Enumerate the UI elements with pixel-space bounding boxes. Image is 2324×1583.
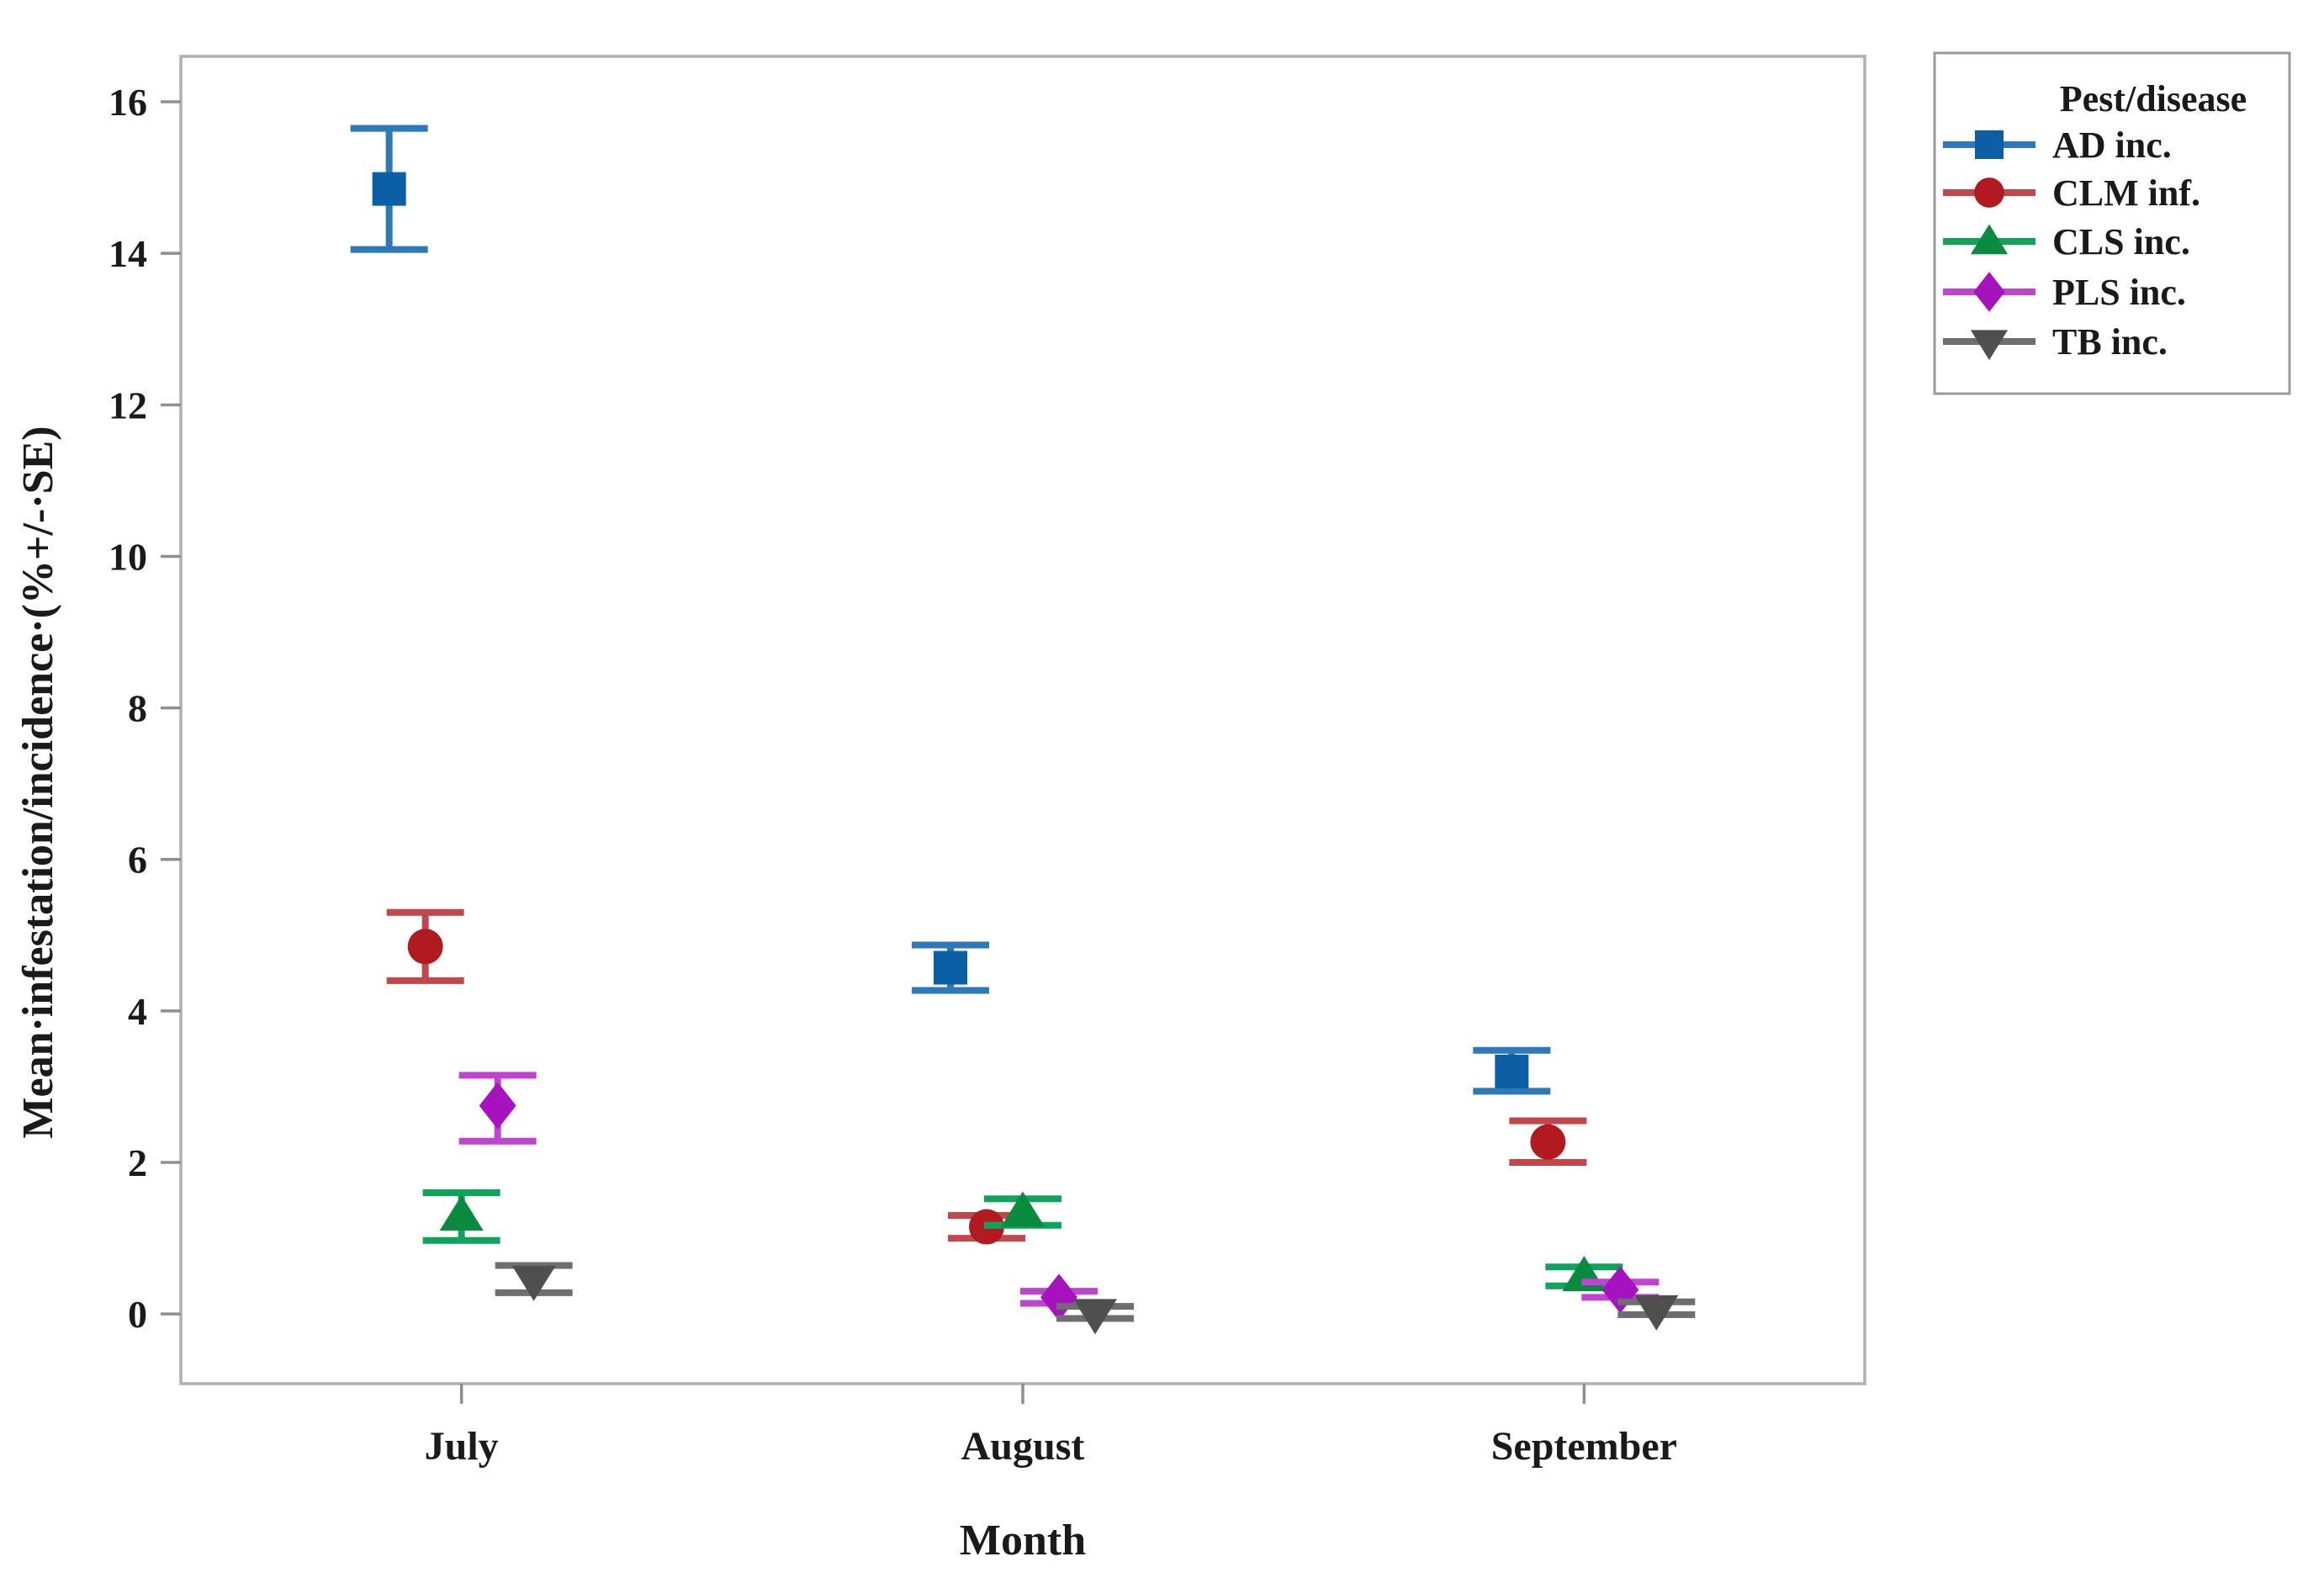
y-tick-label: 12 [109, 384, 147, 426]
x-tick-label: August [961, 1424, 1085, 1469]
series-ad-inc- [350, 124, 1551, 1095]
triangle-up-marker [1970, 224, 2009, 255]
legend: Pest/disease AD inc. CLM inf. CLS inc. PLS i… [1933, 51, 2291, 395]
legend-label: CLM inf. [2052, 172, 2200, 214]
y-tick-label: 4 [128, 990, 147, 1033]
square-marker [372, 172, 406, 206]
legend-entry-clm-inf-: CLM inf. [1943, 172, 2200, 214]
legend-entry-pls-inc-: PLS inc. [1943, 272, 2186, 313]
series-tb-inc- [495, 1262, 1696, 1335]
square-marker [1495, 1054, 1529, 1088]
legend-label: TB inc. [2052, 321, 2168, 363]
legend-label: CLS inc. [2052, 221, 2190, 262]
plot-frame [179, 55, 1866, 1385]
legend-label: AD inc. [2052, 124, 2172, 166]
y-tick-label: 2 [128, 1141, 147, 1184]
triangle-up-marker [1001, 1191, 1045, 1227]
triangle-down-marker [1073, 1299, 1117, 1335]
legend-entry-tb-inc-: TB inc. [1943, 321, 2168, 363]
triangle-down-marker [1970, 330, 2009, 361]
diamond-marker [1040, 1273, 1077, 1321]
x-axis-title: Month [960, 1517, 1086, 1564]
plot-area: 0 2 4 6 8 10 12 14 16 July August September [109, 55, 1866, 1469]
series-clm-inf- [386, 908, 1587, 1245]
diamond-marker [1973, 272, 2005, 312]
legend-label: PLS inc. [2052, 272, 2186, 313]
square-marker [1975, 130, 2004, 159]
y-tick-label: 8 [128, 687, 147, 730]
y-tick-label: 14 [109, 232, 147, 275]
triangle-up-marker [1562, 1256, 1607, 1292]
legend-entry-ad-inc-: AD inc. [1943, 124, 2172, 166]
y-axis-title: Mean·infestation/incidence·(%+/-·SE) [14, 426, 62, 1138]
triangle-down-marker [1634, 1294, 1679, 1331]
y-tick-label: 6 [128, 839, 147, 882]
circle-marker [407, 929, 443, 965]
y-tick-label: 0 [128, 1293, 147, 1336]
triangle-down-marker [511, 1265, 556, 1301]
series-cls-inc- [422, 1189, 1623, 1292]
circle-marker [1530, 1124, 1566, 1160]
diamond-marker [479, 1082, 516, 1130]
triangle-up-marker [439, 1195, 484, 1231]
y-tick-label: 16 [109, 81, 147, 124]
legend-entry-cls-inc-: CLS inc. [1943, 221, 2190, 262]
y-tick-label: 10 [109, 535, 147, 578]
square-marker [934, 950, 967, 985]
x-tick-label: July [425, 1424, 499, 1469]
x-tick-label: September [1491, 1424, 1677, 1469]
circle-marker [1974, 177, 2004, 208]
legend-title: Pest/disease [2060, 78, 2247, 119]
diamond-marker [1601, 1266, 1639, 1314]
